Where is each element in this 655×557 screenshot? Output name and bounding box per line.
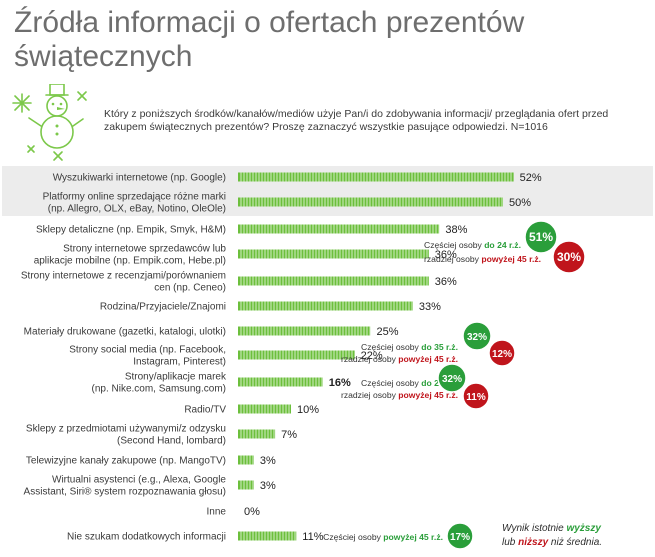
category-label: Radio/TV (184, 405, 226, 416)
category-label: Inne (207, 507, 227, 518)
annotation-segment: powyżej 45 r.ż. (481, 254, 541, 264)
category-label: Materiały drukowane (gazetki, katalogi, … (24, 327, 226, 338)
page-title: Źródła informacji o ofertach prezentów ś… (14, 6, 525, 73)
bar (238, 249, 429, 259)
legend-higher: wyższy (566, 523, 601, 534)
value-label: 36% (435, 276, 457, 288)
badge-circle (524, 220, 558, 254)
value-label: 25% (377, 326, 399, 338)
value-label: 50% (509, 197, 531, 209)
annotation-segment: Częściej osoby (323, 532, 383, 542)
legend-suffix: niż średnia. (548, 537, 603, 548)
legend-lower: niższy (518, 537, 549, 548)
value-label: 33% (419, 301, 441, 313)
significance-legend: Wynik istotnie wyższy lub niższy niż śre… (502, 522, 652, 550)
bar (238, 224, 440, 234)
annotation-text: Częściej osoby do 35 r.ż. (361, 342, 458, 352)
annotation-segment: powyżej 45 r.ż. (398, 390, 458, 400)
value-label: 0% (244, 506, 260, 518)
category-label: (Second Hand, lombard) (117, 436, 226, 447)
annotation-segment: rzadziej osoby (341, 390, 398, 400)
value-label: 22% (361, 350, 383, 362)
category-label: Rodzina/Przyjaciele/Znajomi (100, 302, 226, 313)
category-label: (np. Allegro, OLX, eBay, Notino, OleOle) (48, 204, 226, 215)
badge-value: 32% (442, 374, 462, 385)
badge-value: 32% (467, 332, 487, 343)
category-label: Assistant, Siri® system rozpoznawania gł… (24, 487, 226, 498)
bar (238, 276, 429, 286)
bar (238, 480, 254, 490)
category-label: aplikacje mobilne (np. Empik.com, Hebe.p… (34, 256, 226, 267)
badge-value: 30% (557, 250, 581, 264)
badge-circle (446, 522, 474, 550)
category-label: Sklepy detaliczne (np. Empik, Smyk, H&M) (36, 225, 226, 236)
annotation-segment: do 24 r.ż. (484, 240, 521, 250)
badge-circle (488, 339, 516, 367)
value-label: 3% (260, 480, 276, 492)
snowman-icon (12, 84, 87, 161)
annotation-text: Częściej osoby powyżej 45 r.ż. (323, 532, 443, 542)
value-label: 3% (260, 455, 276, 467)
value-label: 38% (445, 224, 467, 236)
bar (238, 404, 291, 414)
annotation-segment: rzadziej osoby (341, 354, 398, 364)
category-label: Telewizyjne kanały zakupowe (np. MangoTV… (26, 456, 226, 467)
category-label: Strony internetowe z recenzjami/porównan… (21, 271, 226, 282)
legend-mid: lub (502, 537, 519, 548)
bar (238, 455, 254, 465)
survey-question: Który z poniższych środków/kanałów/medió… (104, 108, 609, 133)
badge-value: 11% (466, 392, 486, 403)
badge-circle (437, 363, 467, 393)
annotation-segment: powyżej 45 r.ż. (398, 354, 458, 364)
badge-circle (552, 240, 586, 274)
badge-value: 17% (450, 532, 470, 543)
category-label: Nie szukam dodatkowych informacji (67, 532, 226, 543)
category-label: cen (np. Ceneo) (154, 283, 226, 294)
value-label: 10% (297, 404, 319, 416)
bar (238, 429, 276, 439)
value-label: 52% (520, 172, 542, 184)
annotation-segment: Częściej osoby (361, 342, 421, 352)
annotation-text: rzadziej osoby powyżej 45 r.ż. (341, 354, 458, 364)
annotation-text: Częściej osoby do 24 r.ż. (424, 240, 521, 250)
annotation-segment: do 35 r.ż. (421, 342, 458, 352)
category-label: Platformy online sprzedające różne marki (43, 192, 226, 203)
legend-prefix: Wynik istotnie (502, 523, 567, 534)
category-label: Sklepy z przedmiotami używanymi/z odzysk… (26, 424, 226, 435)
annotation-segment: rzadziej osoby (424, 254, 481, 264)
annotation-segment: powyżej 45 r.ż. (383, 532, 443, 542)
category-label: (np. Nike.com, Samsung.com) (92, 384, 227, 395)
badge-value: 12% (492, 349, 512, 360)
value-label: 36% (435, 249, 457, 261)
annotation-text: rzadziej osoby powyżej 45 r.ż. (424, 254, 541, 264)
badge-circle (462, 382, 490, 410)
category-label: Wirtualni asystenci (e.g., Alexa, Google (52, 475, 226, 486)
value-label: 16% (329, 377, 351, 389)
category-label: Strony/aplikacje marek (125, 372, 227, 383)
value-label: 7% (281, 429, 297, 441)
annotation-segment: Częściej osoby (424, 240, 484, 250)
category-label: Wyszukiwarki internetowe (np. Google) (53, 173, 226, 184)
value-label: 11% (302, 531, 323, 543)
bar (238, 377, 323, 387)
annotation-segment: Częściej osoby (361, 378, 421, 388)
bar (238, 197, 503, 207)
category-label: Strony social media (np. Facebook, (69, 345, 226, 356)
category-label: Strony internetowe sprzedawców lub (63, 244, 226, 255)
bar (238, 350, 355, 360)
category-label: Instagram, Pinterest) (133, 357, 226, 368)
annotation-text: rzadziej osoby powyżej 45 r.ż. (341, 390, 458, 400)
badge-value: 51% (529, 230, 553, 244)
bar (238, 531, 297, 541)
bar (238, 301, 413, 311)
badge-circle (462, 321, 492, 351)
